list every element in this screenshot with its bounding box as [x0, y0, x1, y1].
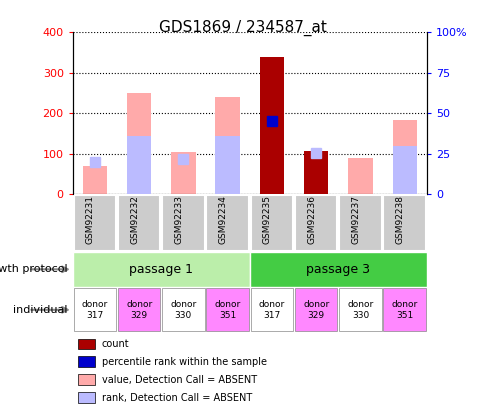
Text: GSM92231: GSM92231 — [86, 196, 95, 244]
Text: GSM92234: GSM92234 — [218, 196, 227, 244]
Bar — [215, 97, 239, 194]
FancyBboxPatch shape — [250, 195, 292, 251]
Text: donor
330: donor 330 — [347, 300, 373, 320]
FancyBboxPatch shape — [162, 195, 204, 251]
FancyBboxPatch shape — [118, 288, 160, 331]
Bar — [392, 120, 416, 194]
Bar — [83, 166, 107, 194]
FancyBboxPatch shape — [249, 252, 426, 287]
FancyBboxPatch shape — [294, 195, 337, 251]
Text: donor
329: donor 329 — [302, 300, 329, 320]
FancyBboxPatch shape — [383, 288, 425, 331]
Text: passage 1: passage 1 — [129, 263, 193, 276]
Text: GSM92238: GSM92238 — [395, 196, 404, 244]
FancyBboxPatch shape — [162, 288, 204, 331]
Bar — [303, 151, 328, 194]
FancyBboxPatch shape — [338, 288, 381, 331]
Text: growth protocol: growth protocol — [0, 264, 68, 274]
FancyBboxPatch shape — [294, 288, 337, 331]
Text: passage 3: passage 3 — [306, 263, 369, 276]
Text: donor
317: donor 317 — [258, 300, 285, 320]
Text: donor
351: donor 351 — [214, 300, 240, 320]
Text: donor
330: donor 330 — [170, 300, 196, 320]
FancyBboxPatch shape — [74, 288, 116, 331]
Text: donor
351: donor 351 — [391, 300, 417, 320]
Text: GSM92232: GSM92232 — [130, 196, 139, 244]
Bar — [348, 158, 372, 194]
FancyBboxPatch shape — [73, 252, 249, 287]
FancyBboxPatch shape — [206, 288, 248, 331]
Text: rank, Detection Call = ABSENT: rank, Detection Call = ABSENT — [102, 393, 252, 403]
Text: GSM92237: GSM92237 — [351, 196, 360, 244]
Bar — [171, 152, 195, 194]
Bar — [259, 57, 284, 194]
FancyBboxPatch shape — [74, 195, 116, 251]
FancyBboxPatch shape — [250, 288, 292, 331]
Text: GSM92233: GSM92233 — [174, 196, 183, 244]
Bar — [127, 93, 151, 194]
Text: GSM92236: GSM92236 — [306, 196, 316, 244]
Text: individual: individual — [14, 305, 68, 315]
Bar — [127, 136, 151, 194]
Text: value, Detection Call = ABSENT: value, Detection Call = ABSENT — [102, 375, 257, 385]
FancyBboxPatch shape — [206, 195, 248, 251]
Text: count: count — [102, 339, 129, 349]
FancyBboxPatch shape — [338, 195, 381, 251]
Text: donor
329: donor 329 — [126, 300, 152, 320]
FancyBboxPatch shape — [383, 195, 425, 251]
Text: donor
317: donor 317 — [82, 300, 108, 320]
Text: percentile rank within the sample: percentile rank within the sample — [102, 357, 266, 367]
FancyBboxPatch shape — [118, 195, 160, 251]
Bar — [392, 146, 416, 194]
Text: GSM92235: GSM92235 — [262, 196, 272, 244]
Text: GDS1869 / 234587_at: GDS1869 / 234587_at — [158, 20, 326, 36]
Bar — [215, 136, 239, 194]
